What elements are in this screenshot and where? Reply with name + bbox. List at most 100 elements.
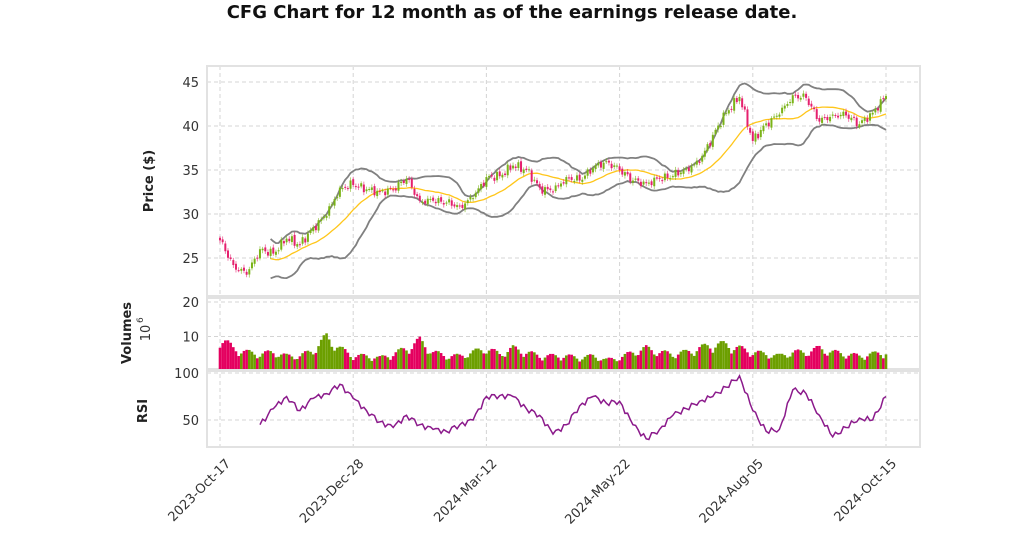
- candle-body: [781, 107, 784, 114]
- volume-unit-exponent: 6: [136, 317, 146, 323]
- volume-bar: [285, 353, 288, 369]
- candle-body: [466, 200, 469, 204]
- volume-bar: [311, 354, 315, 369]
- candle-body: [717, 125, 720, 130]
- volume-bar: [647, 346, 651, 369]
- volume-bar: [232, 347, 235, 369]
- volume-bar: [221, 343, 224, 369]
- candle-body: [557, 185, 560, 187]
- candle-body: [341, 188, 344, 190]
- volume-bar: [370, 360, 374, 369]
- volume-bar: [791, 352, 795, 369]
- volume-bar: [498, 354, 502, 369]
- volume-bar: [527, 351, 531, 369]
- candle-body: [789, 101, 792, 103]
- candle-body: [575, 175, 578, 181]
- volume-bar: [762, 352, 765, 369]
- volume-bar: [434, 350, 438, 369]
- candle-body: [285, 238, 288, 243]
- x-tick-label: 2024-Oct-15: [832, 456, 900, 524]
- candle-body: [802, 93, 805, 97]
- volume-bar: [381, 355, 384, 369]
- volume-bar: [511, 345, 515, 369]
- volume-bar: [786, 357, 789, 369]
- volume-bar: [847, 355, 851, 369]
- volume-bar: [397, 349, 400, 369]
- candle-body: [274, 251, 277, 255]
- volume-bar: [823, 353, 827, 369]
- candle-body: [562, 182, 565, 184]
- candle-body: [629, 173, 632, 182]
- volume-bar: [367, 358, 371, 369]
- volume-bar: [754, 352, 757, 369]
- candle-body: [586, 169, 589, 176]
- candle-body: [304, 238, 307, 243]
- candle-body: [232, 260, 235, 266]
- volume-bar: [343, 349, 347, 369]
- candle-body: [496, 171, 499, 181]
- volume-bar: [378, 356, 382, 369]
- candle-body: [581, 179, 584, 182]
- volume-bar: [644, 345, 648, 369]
- candle-body: [711, 134, 714, 147]
- volume-bar: [389, 359, 392, 369]
- candle-body: [405, 178, 408, 184]
- candle-body: [853, 116, 856, 118]
- volume-bar: [469, 353, 472, 369]
- candle-body: [256, 257, 259, 259]
- candle-body: [226, 250, 229, 258]
- volume-bar: [735, 346, 739, 369]
- volume-bar: [636, 355, 640, 369]
- candle-body: [253, 258, 256, 264]
- volume-bar: [437, 351, 440, 369]
- price-tick-label: 45: [182, 76, 199, 91]
- volume-bar: [429, 353, 432, 369]
- candle-body: [706, 144, 709, 151]
- candle-body: [277, 250, 280, 252]
- volume-bar: [730, 353, 733, 369]
- candle-body: [722, 112, 725, 125]
- candle-body: [821, 117, 824, 123]
- candle-body: [282, 241, 285, 244]
- volume-bar: [413, 343, 416, 369]
- candle-body: [242, 267, 245, 271]
- volume-bar: [407, 353, 411, 369]
- candle-body: [445, 202, 448, 204]
- volume-bar: [607, 357, 611, 369]
- volume-bar: [373, 358, 376, 369]
- volume-bar: [588, 354, 592, 369]
- volume-bar: [751, 355, 755, 369]
- volume-bar: [719, 341, 723, 369]
- candle-body: [687, 167, 690, 172]
- candle-body: [599, 162, 602, 168]
- rsi-axis-label: RSI: [136, 399, 151, 423]
- volume-bar: [674, 358, 677, 369]
- candle-body: [296, 244, 299, 247]
- volume-bar: [660, 350, 664, 369]
- volume-bar: [788, 356, 792, 369]
- volume-bar: [445, 359, 448, 369]
- volume-bar: [338, 346, 342, 369]
- volume-bar: [487, 350, 491, 369]
- volume-bar: [804, 356, 808, 369]
- candle-body: [469, 196, 472, 200]
- volume-bar: [732, 350, 736, 369]
- volume-bar: [575, 358, 579, 369]
- candle-body: [871, 112, 874, 115]
- volume-bar: [503, 356, 507, 369]
- volume-bar: [695, 351, 699, 369]
- volume-bar: [402, 348, 406, 369]
- volume-bar: [439, 353, 443, 369]
- volume-bar: [394, 352, 398, 369]
- volume-bar: [479, 350, 483, 369]
- candle-body: [440, 197, 443, 202]
- volume-bar: [229, 342, 232, 369]
- volume-bar: [554, 355, 557, 369]
- volume-bar: [879, 355, 882, 369]
- volume-bar: [290, 356, 294, 369]
- candle-body: [615, 165, 618, 167]
- volume-bar: [818, 345, 821, 369]
- volume-bar: [317, 346, 320, 369]
- volume-bar: [770, 357, 773, 369]
